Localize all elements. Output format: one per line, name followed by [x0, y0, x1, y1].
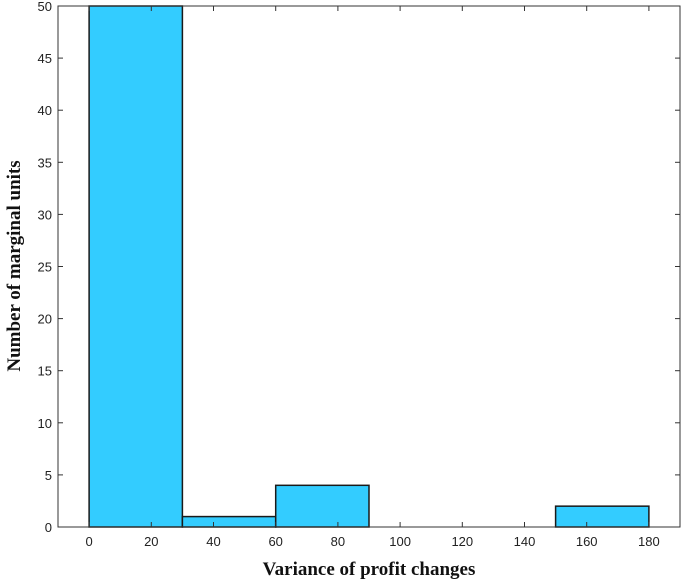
y-tick-label-5: 25 — [38, 260, 52, 275]
histogram-bar-3 — [554, 505, 650, 528]
x-tick-label-0: 0 — [85, 534, 92, 549]
x-axis-title: Variance of profit changes — [263, 559, 476, 580]
x-tick-label-4: 80 — [331, 534, 345, 549]
y-tick-label-2: 10 — [38, 416, 52, 431]
x-tick-label-3: 60 — [268, 534, 282, 549]
x-tick-label-7: 140 — [514, 534, 536, 549]
y-tick-label-9: 45 — [38, 51, 52, 66]
y-tick-label-7: 35 — [38, 155, 52, 170]
x-tick-label-2: 40 — [206, 534, 220, 549]
y-tick-label-10: 50 — [38, 0, 52, 14]
x-axis-ticks: 0 20 40 60 80 100 120 140 160 180 — [85, 6, 660, 549]
histogram-bar-2 — [274, 484, 370, 528]
y-tick-label-3: 15 — [38, 364, 52, 379]
y-tick-label-1: 5 — [45, 468, 52, 483]
x-tick-label-6: 120 — [451, 534, 473, 549]
y-tick-label-0: 0 — [45, 520, 52, 535]
y-axis-title: Number of marginal units — [4, 160, 25, 371]
histogram-bar-0 — [88, 5, 184, 528]
y-axis-ticks: 0 5 10 15 20 25 30 35 40 45 50 — [38, 0, 680, 535]
x-tick-label-8: 160 — [576, 534, 598, 549]
x-tick-label-5: 100 — [389, 534, 411, 549]
x-tick-label-1: 20 — [144, 534, 158, 549]
histogram-bar-1 — [181, 515, 277, 528]
bars-group — [88, 5, 650, 528]
x-tick-label-9: 180 — [638, 534, 660, 549]
y-tick-label-8: 40 — [38, 103, 52, 118]
y-tick-label-6: 30 — [38, 207, 52, 222]
y-tick-label-4: 20 — [38, 312, 52, 327]
